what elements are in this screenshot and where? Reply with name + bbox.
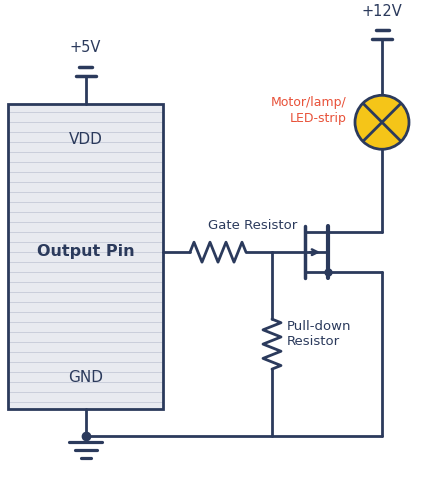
Text: GND: GND — [68, 370, 103, 385]
Text: +12V: +12V — [361, 4, 402, 19]
Text: Gate Resistor: Gate Resistor — [208, 219, 297, 232]
Text: Motor/lamp/
LED-strip: Motor/lamp/ LED-strip — [271, 96, 346, 125]
Circle shape — [354, 95, 408, 149]
Bar — [8, 104, 162, 409]
Bar — [8, 104, 162, 409]
Text: +5V: +5V — [70, 41, 101, 55]
Text: Pull-down
Resistor: Pull-down Resistor — [286, 320, 351, 348]
Text: VDD: VDD — [68, 132, 102, 147]
Text: Output Pin: Output Pin — [37, 244, 134, 259]
